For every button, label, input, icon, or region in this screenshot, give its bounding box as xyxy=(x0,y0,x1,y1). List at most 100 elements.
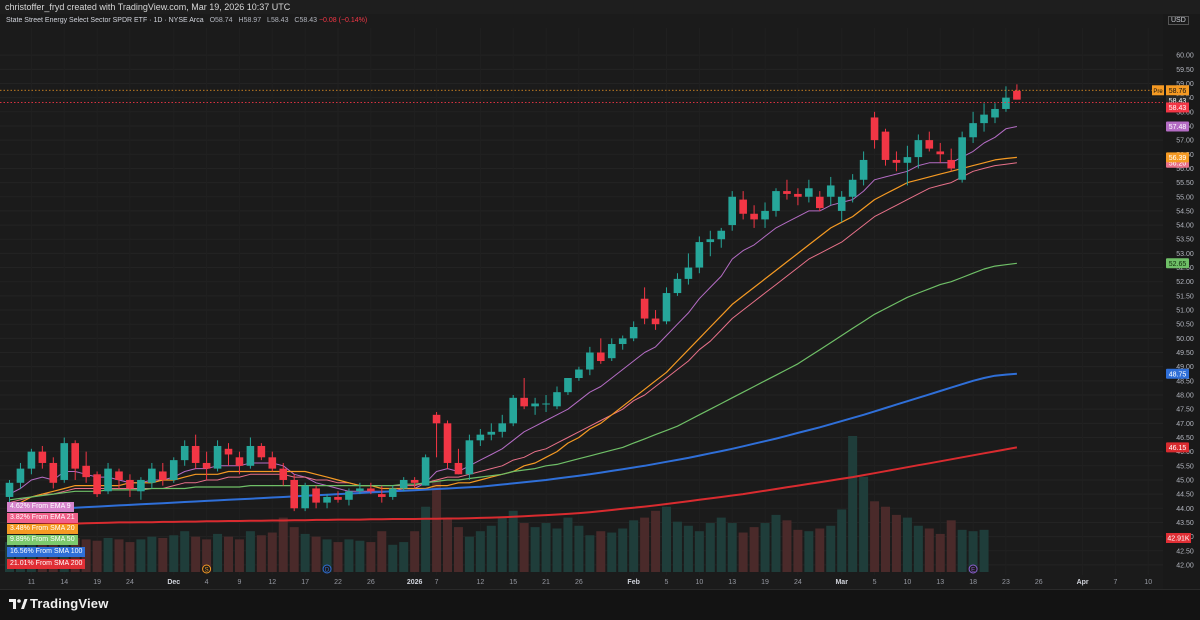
volume-bar xyxy=(421,506,431,572)
candle xyxy=(509,395,517,427)
last-price-label: 58.43 xyxy=(1169,105,1187,112)
x-tick-label: 5 xyxy=(873,579,877,586)
candle xyxy=(148,462,156,489)
pre-tag: Pre xyxy=(1153,89,1163,95)
event-marker-label: S xyxy=(205,567,209,573)
candle xyxy=(235,451,244,475)
candle xyxy=(93,471,101,497)
volume-bar xyxy=(388,544,398,572)
volume-bar xyxy=(870,501,880,572)
volume-bar xyxy=(716,517,726,572)
candle xyxy=(969,111,977,143)
candle-body xyxy=(728,196,736,226)
candle-body xyxy=(662,293,671,322)
volume-bar xyxy=(410,531,420,572)
candle xyxy=(717,227,726,248)
x-tick-label: 12 xyxy=(476,579,484,586)
candle-body xyxy=(542,403,550,405)
volume-bar xyxy=(289,527,299,572)
volume-bar xyxy=(464,536,474,572)
candle-body xyxy=(607,344,616,359)
candle xyxy=(575,366,583,381)
candle-body xyxy=(509,397,517,424)
x-tick-label: 7 xyxy=(435,579,439,586)
price-chart[interactable]: 42.0042.5043.0043.5044.0044.5045.0045.50… xyxy=(0,0,1200,589)
candle-body xyxy=(443,423,452,463)
event-marker-label: E xyxy=(971,567,975,573)
candle-body xyxy=(717,230,726,240)
badge-sma-100: 48.75 xyxy=(1169,371,1187,378)
candle-body xyxy=(60,443,69,480)
candle xyxy=(816,191,824,211)
candle-body xyxy=(553,392,561,407)
candle xyxy=(82,451,90,483)
volume-bar xyxy=(596,531,606,572)
volume-bar xyxy=(826,525,836,572)
candle-body xyxy=(268,457,277,469)
currency-label[interactable]: USD xyxy=(1168,16,1189,25)
brand-name[interactable]: TradingView xyxy=(30,596,109,611)
volume-bar xyxy=(771,514,781,572)
y-tick-label: 47.50 xyxy=(1176,407,1194,414)
candle-body xyxy=(618,338,627,345)
y-tick-label: 59.50 xyxy=(1176,67,1194,74)
candle-body xyxy=(1013,90,1021,100)
volume-bar xyxy=(629,520,639,572)
candle-body xyxy=(367,488,375,492)
candle-body xyxy=(498,423,507,432)
x-tick-label: 18 xyxy=(969,579,977,586)
candle-body xyxy=(388,488,397,497)
candle xyxy=(728,191,736,231)
candle-body xyxy=(432,414,441,424)
candle-body xyxy=(378,494,386,497)
candle-body xyxy=(958,137,966,180)
x-tick-label: 19 xyxy=(761,579,769,586)
volume-bar xyxy=(749,527,759,572)
y-tick-label: 60.00 xyxy=(1176,53,1194,60)
candle-body xyxy=(104,468,112,492)
candle xyxy=(947,148,955,172)
badge-sma-20-bg xyxy=(1166,152,1189,163)
badge-sma-50-bg xyxy=(1166,258,1189,269)
badge-ema-9-bg xyxy=(1166,121,1189,132)
plot-area[interactable] xyxy=(0,14,1163,589)
ma-line-sma-100 xyxy=(9,372,1017,513)
tradingview-logo-icon[interactable] xyxy=(8,597,28,611)
x-tick-label: 15 xyxy=(509,579,517,586)
candle-body xyxy=(706,239,715,243)
dist-sma200-label: 21.01% From SMA 200 xyxy=(7,559,86,569)
candle-body xyxy=(739,199,747,214)
candle xyxy=(301,482,309,512)
candle-body xyxy=(991,108,999,118)
volume-bar xyxy=(147,536,157,572)
y-tick-label: 44.00 xyxy=(1176,506,1194,513)
candle xyxy=(279,462,288,486)
candle-body xyxy=(82,465,90,478)
volume-bar xyxy=(935,533,945,572)
open-value: O58.74 xyxy=(209,17,233,24)
candle-body xyxy=(848,179,857,197)
volume-bar xyxy=(946,520,956,572)
volume-bar xyxy=(278,517,288,572)
candle-body xyxy=(257,445,266,458)
volume-bar xyxy=(48,542,58,572)
candle-body xyxy=(421,457,430,486)
candle xyxy=(1013,84,1021,100)
symbol-title[interactable]: State Street Energy Select Sector SPDR E… xyxy=(6,17,204,24)
volume-bar xyxy=(180,531,190,572)
candle xyxy=(695,236,704,274)
volume-bar xyxy=(694,531,704,572)
candle xyxy=(115,468,123,489)
x-tick-label: 26 xyxy=(367,579,375,586)
credit-text: christoffer_fryd created with TradingVie… xyxy=(5,2,291,12)
change-value: −0.08 (−0.14%) xyxy=(318,17,368,24)
candle xyxy=(870,111,879,149)
candle-body xyxy=(520,397,528,407)
candle-body xyxy=(837,196,846,211)
x-tick-label: 23 xyxy=(1002,579,1010,586)
x-tick-label: 10 xyxy=(1144,579,1152,586)
volume-bar xyxy=(81,539,91,572)
candle-body xyxy=(16,468,25,483)
candle xyxy=(520,378,528,410)
x-tick-label: 24 xyxy=(794,579,802,586)
